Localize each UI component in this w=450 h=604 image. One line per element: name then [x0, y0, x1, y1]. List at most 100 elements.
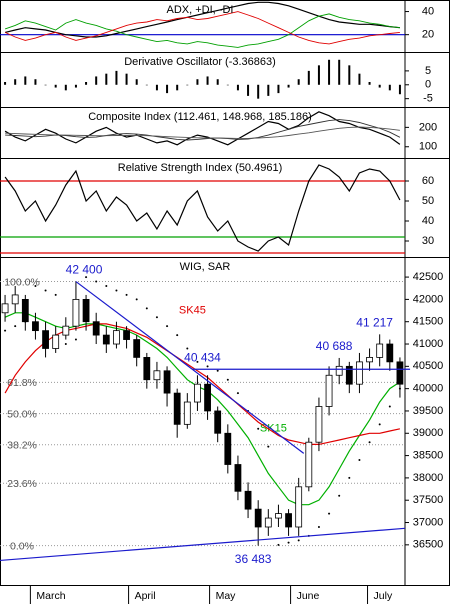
candle-body	[305, 441, 313, 488]
y-tick-label: -5	[423, 93, 433, 105]
histogram-bar	[125, 73, 128, 85]
histogram-bar	[236, 84, 239, 91]
candle-body	[62, 325, 70, 336]
sar-dot	[176, 334, 179, 337]
candle-body	[285, 513, 292, 528]
price-annotation: 40 434	[184, 350, 221, 364]
histogram-bar	[155, 84, 158, 91]
y-tick-label: 40	[422, 5, 434, 17]
histogram-bar	[378, 84, 381, 88]
series-label: SK15	[260, 423, 287, 435]
y-tick-label: 40500	[413, 360, 444, 372]
fib-label: 23.6%	[7, 478, 37, 490]
panel-title: Derivative Oscillator (-3.36863)	[124, 56, 276, 68]
candle-body	[204, 383, 211, 412]
sar-dot	[74, 338, 77, 341]
histogram-bar	[95, 76, 98, 85]
y-tick-label: 30	[422, 235, 434, 247]
candle-body	[234, 464, 242, 492]
candle-body	[254, 508, 262, 528]
histogram-bar	[115, 70, 118, 85]
histogram-bar	[64, 84, 67, 91]
sar-dot	[317, 525, 320, 528]
sar-dot	[226, 378, 229, 381]
sar-dot	[206, 365, 209, 368]
y-tick-label: 42000	[413, 293, 444, 305]
histogram-bar	[388, 84, 391, 91]
histogram-bar	[287, 84, 290, 88]
candle-body	[1, 303, 9, 314]
y-tick-label: 41000	[413, 338, 444, 350]
sar-dot	[358, 459, 361, 462]
histogram-bar	[398, 84, 401, 95]
trendline	[75, 281, 305, 454]
histogram-bar	[297, 79, 300, 85]
candle-body	[123, 330, 130, 340]
histogram-bar	[24, 76, 27, 85]
histogram-bar	[4, 82, 7, 85]
sar-dot	[388, 405, 391, 408]
fib-label: 100.0%	[4, 276, 40, 288]
moving-average	[4, 323, 401, 445]
y-tick-label: 39000	[413, 427, 444, 439]
histogram-bar	[85, 82, 88, 85]
histogram-bar	[166, 84, 169, 94]
x-tick-label: June	[297, 590, 320, 602]
sar-dot	[277, 543, 280, 546]
y-tick-label: 38500	[413, 449, 444, 461]
histogram-bar	[196, 79, 199, 85]
candle-body	[102, 334, 110, 345]
sar-dot	[115, 289, 118, 292]
candle-body	[163, 370, 171, 394]
candle-body	[396, 361, 404, 385]
candle-body	[275, 513, 282, 519]
y-tick-label: 41500	[413, 316, 444, 328]
sar-dot	[125, 293, 128, 296]
candle-body	[153, 370, 161, 381]
indicator-line	[5, 126, 400, 139]
y-tick-label: 42500	[413, 271, 444, 283]
sar-dot	[257, 427, 260, 430]
y-tick-label: 37500	[413, 494, 444, 506]
candle-body	[52, 334, 60, 349]
candle-body	[21, 298, 29, 323]
x-tick-label: May	[216, 590, 237, 602]
histogram-bar	[277, 84, 280, 94]
y-tick-label: 5	[425, 65, 431, 77]
price-annotation: 40 688	[316, 339, 353, 353]
indicator-line	[5, 119, 401, 141]
histogram-bar	[247, 84, 250, 96]
panel-title: WIG, SAR	[180, 261, 231, 273]
indicator-line	[4, 11, 400, 45]
histogram-bar	[368, 82, 371, 85]
candle-body	[113, 330, 120, 345]
sar-dot	[34, 285, 37, 288]
y-tick-label: 36500	[413, 539, 444, 551]
histogram-bar	[317, 65, 320, 85]
sar-dot	[348, 476, 351, 479]
fib-label: 50.0%	[7, 408, 37, 420]
candle-body	[244, 490, 252, 510]
candle-body	[32, 321, 39, 332]
candle-body	[92, 321, 100, 336]
sar-dot	[166, 325, 169, 328]
price-annotation: 42 400	[66, 263, 103, 277]
candle-body	[376, 343, 384, 358]
sar-dot	[155, 316, 158, 319]
histogram-bar	[14, 79, 17, 85]
trendline	[0, 527, 406, 562]
fib-label: 38.2%	[7, 440, 37, 452]
candle-body	[183, 401, 191, 425]
histogram-bar	[105, 73, 108, 85]
histogram-bar	[307, 70, 310, 85]
candle-body	[194, 383, 201, 403]
y-tick-label: 200	[419, 121, 437, 133]
moving-average	[4, 312, 401, 506]
sar-dot	[368, 441, 371, 444]
candle-body	[133, 339, 141, 358]
x-tick-label: July	[374, 590, 393, 602]
histogram-bar	[257, 84, 260, 99]
histogram-bar	[145, 84, 148, 86]
candle-body	[315, 406, 323, 443]
